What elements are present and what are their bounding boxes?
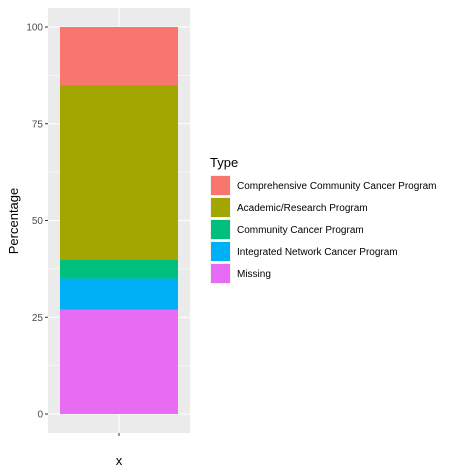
legend-key-swatch [211,198,230,217]
bar-stack [60,27,178,414]
legend-key-swatch [211,242,230,261]
legend-label: Academic/Research Program [237,203,368,214]
y-tick-label: 0 [37,410,43,421]
bar-segment-community-cancer-program [60,259,178,279]
bar-segment-comprehensive-community-cancer-program [60,27,178,86]
x-axis-title: x [116,453,123,468]
axes: 0 25 50 75 100 [26,23,120,436]
legend: Type Comprehensive Community Cancer Prog… [210,155,437,284]
legend-title: Type [210,155,238,170]
y-tick-label: 50 [32,216,44,227]
legend-label: Comprehensive Community Cancer Program [237,181,437,192]
legend-key-swatch [211,176,230,195]
y-tick-label: 25 [32,313,44,324]
legend-key-swatch [211,220,230,239]
legend-key-swatch [211,264,230,283]
bar-segment-missing [60,309,178,414]
bar-segment-academic-research-program [60,85,178,260]
legend-label: Missing [237,269,271,280]
y-tick-label: 100 [26,23,43,34]
y-axis-title: Percentage [6,188,21,255]
legend-label: Community Cancer Program [237,225,364,236]
bar-segment-integrated-network-cancer-program [60,278,178,310]
y-tick-label: 75 [32,119,44,130]
legend-label: Integrated Network Cancer Program [237,247,398,258]
